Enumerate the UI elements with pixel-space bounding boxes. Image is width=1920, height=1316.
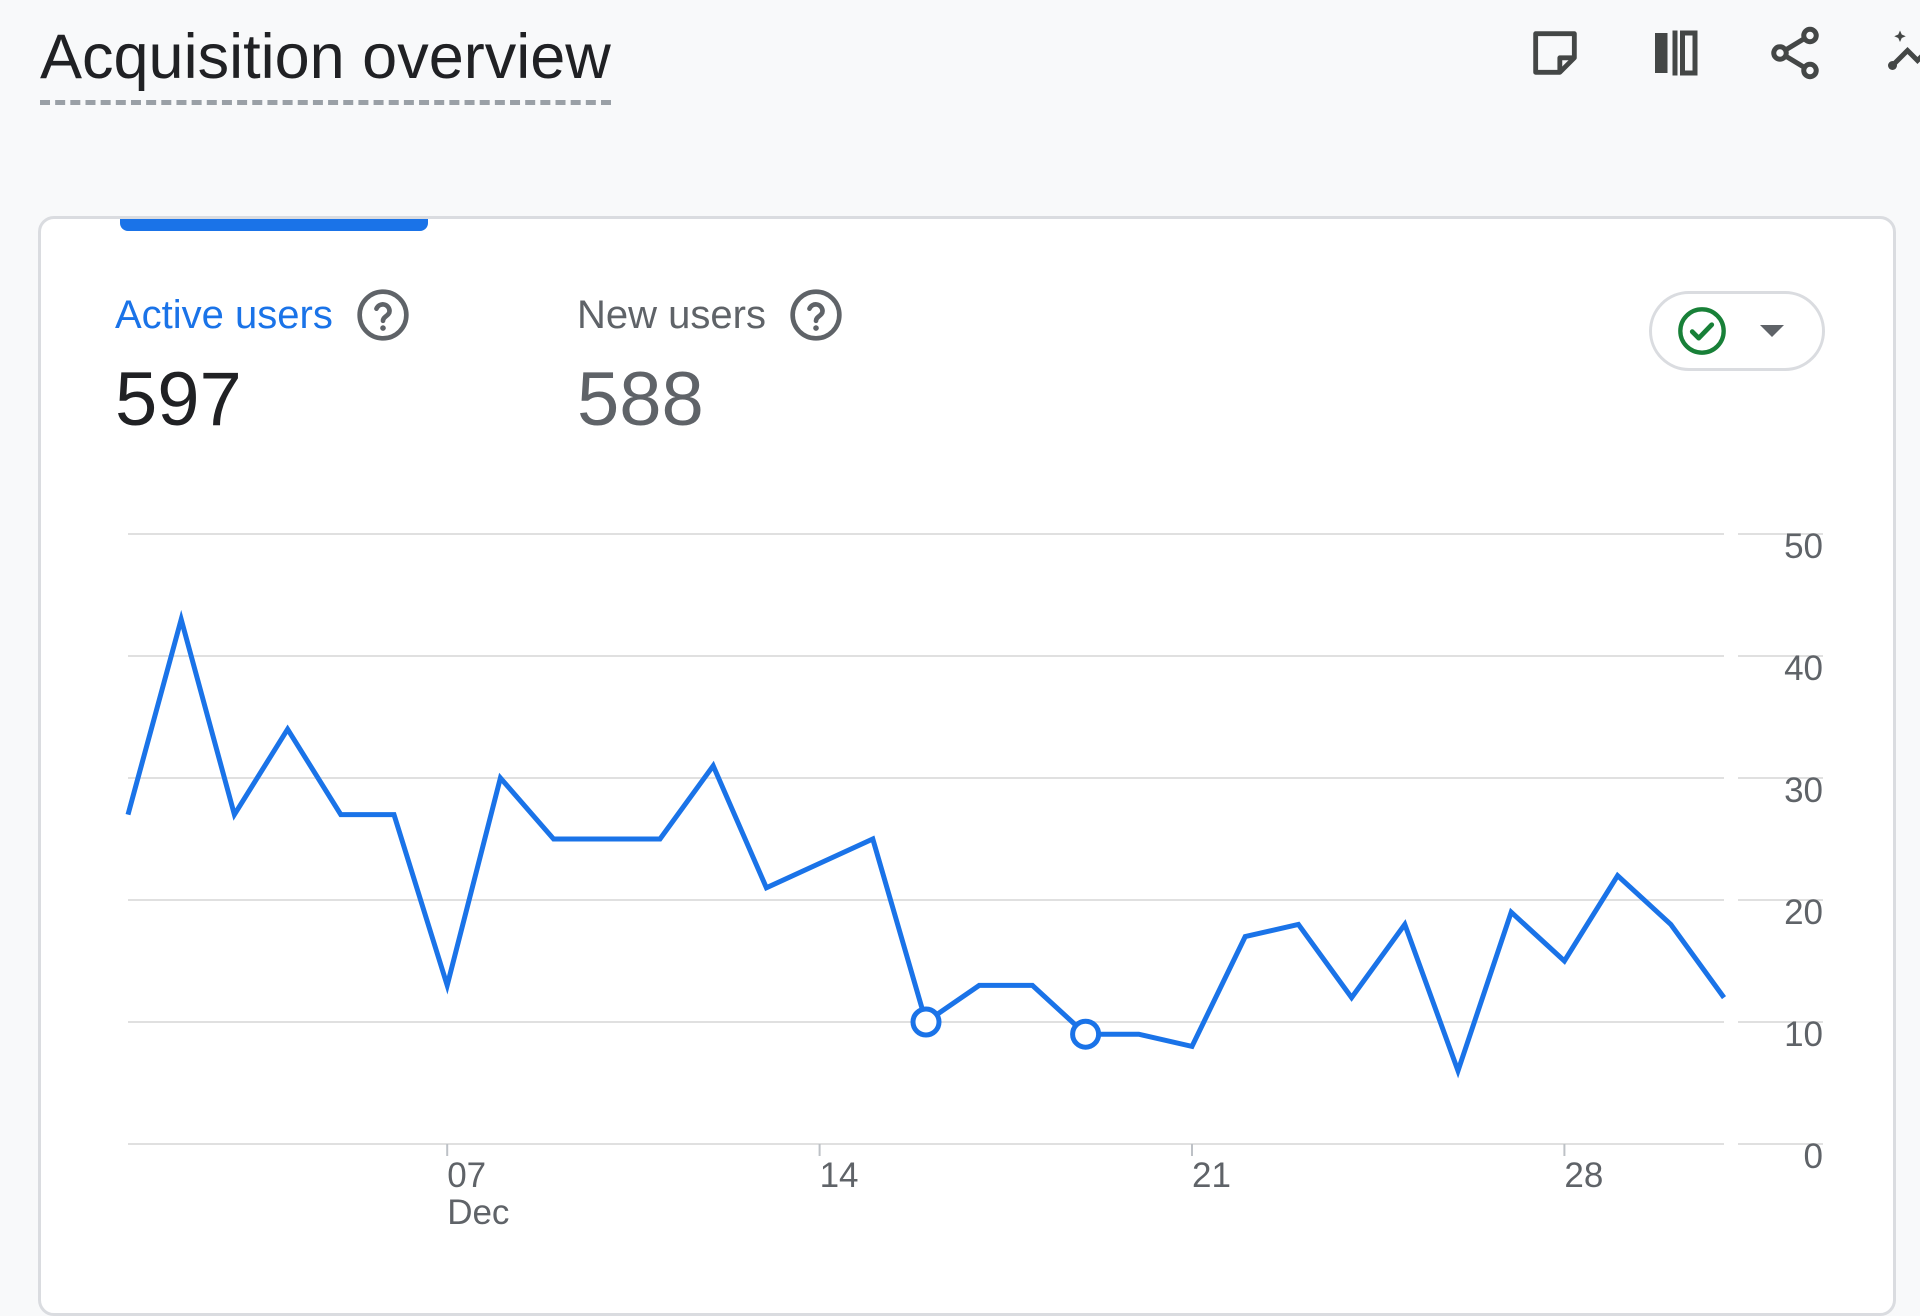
help-icon[interactable]	[355, 287, 411, 343]
y-tick-label: 30	[1784, 771, 1823, 810]
x-tick-label: 07	[447, 1156, 486, 1195]
metric-value-new-users: 588	[577, 357, 704, 442]
check-circle-icon	[1676, 305, 1728, 357]
compare-view-button[interactable]	[1640, 18, 1710, 88]
metric-label-new-users: New users	[577, 293, 766, 337]
metric-tab-active-users[interactable]: Active users 597	[115, 287, 411, 445]
insights-button[interactable]	[1880, 18, 1920, 88]
insights-icon	[1888, 30, 1920, 70]
selected-metric-indicator	[120, 219, 428, 231]
series-line-active-users	[125, 609, 1727, 1079]
note-icon	[1533, 31, 1577, 75]
x-tick-label: 14	[820, 1156, 859, 1195]
acquisition-card: Active users 597 New users 588	[38, 216, 1896, 1316]
y-tick-label: 0	[1804, 1137, 1823, 1176]
x-tick-label: 28	[1564, 1156, 1603, 1195]
page-title: Acquisition overview	[40, 18, 611, 105]
y-tick-label: 40	[1784, 649, 1823, 688]
metric-label-active-users: Active users	[115, 293, 333, 337]
help-icon[interactable]	[788, 287, 844, 343]
x-tick-sublabel: Dec	[447, 1193, 509, 1232]
share-button[interactable]	[1760, 18, 1830, 88]
y-tick-label: 10	[1784, 1015, 1823, 1054]
metric-tab-new-users[interactable]: New users 588	[577, 287, 844, 445]
data-point-marker	[1070, 1018, 1102, 1050]
data-point-marker	[910, 1006, 942, 1038]
caret-down-icon	[1758, 323, 1786, 339]
add-note-button[interactable]	[1520, 18, 1590, 88]
y-tick-label: 20	[1784, 893, 1823, 932]
compare-icon	[1655, 30, 1698, 76]
x-tick-label: 21	[1192, 1156, 1231, 1195]
metric-value-active-users: 597	[115, 357, 242, 442]
data-quality-dropdown[interactable]	[1649, 291, 1825, 371]
y-tick-label: 50	[1784, 527, 1823, 566]
share-icon	[1771, 26, 1819, 80]
